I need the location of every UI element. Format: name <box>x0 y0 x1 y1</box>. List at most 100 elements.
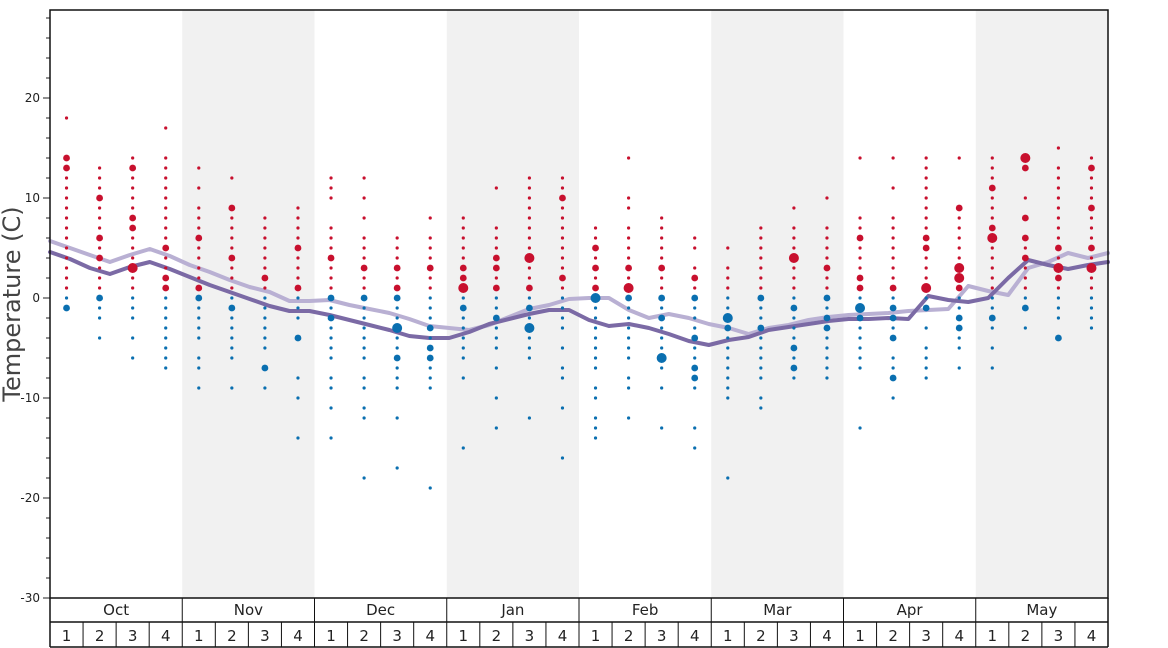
data-point <box>329 226 333 230</box>
data-point <box>858 246 862 250</box>
data-point <box>625 294 632 302</box>
data-point <box>461 376 465 380</box>
data-point <box>296 256 300 260</box>
data-point <box>131 316 135 320</box>
data-point <box>855 303 866 313</box>
data-point <box>792 206 796 210</box>
data-point <box>626 326 631 330</box>
data-point <box>494 226 498 230</box>
data-point <box>693 386 697 390</box>
data-point <box>362 386 366 390</box>
week-label: 2 <box>1021 627 1031 645</box>
data-point <box>792 336 796 340</box>
data-point <box>560 206 565 210</box>
data-point <box>164 206 168 210</box>
week-label: 3 <box>657 627 667 645</box>
data-point <box>362 196 366 200</box>
data-point <box>461 316 465 320</box>
data-point <box>129 214 137 222</box>
data-point <box>626 226 631 230</box>
data-point <box>924 256 928 260</box>
week-label: 4 <box>425 627 435 645</box>
data-point <box>825 256 829 260</box>
data-point <box>891 266 895 270</box>
data-point <box>1088 244 1095 252</box>
data-point <box>197 246 201 250</box>
data-point <box>593 386 598 390</box>
data-point <box>329 436 333 440</box>
data-point <box>660 366 664 370</box>
data-point <box>658 294 666 302</box>
data-point <box>792 326 796 330</box>
y-tick-label: -30 <box>20 591 40 605</box>
data-point <box>195 294 203 302</box>
data-point <box>64 296 69 300</box>
data-point <box>296 226 300 230</box>
data-point <box>889 304 897 312</box>
data-point <box>792 226 796 230</box>
data-point <box>560 266 565 270</box>
data-point <box>494 346 498 350</box>
data-point <box>362 246 366 250</box>
data-point <box>858 356 862 360</box>
data-point <box>329 376 333 380</box>
week-label: 1 <box>326 627 336 645</box>
data-point <box>626 276 631 280</box>
data-point <box>362 256 366 260</box>
data-point <box>924 226 928 230</box>
data-point <box>660 226 664 230</box>
data-point <box>131 156 135 160</box>
week-label: 2 <box>756 627 766 645</box>
data-point <box>658 314 666 322</box>
week-label: 4 <box>822 627 832 645</box>
data-point <box>990 366 994 370</box>
data-point <box>362 476 366 480</box>
data-point <box>230 216 234 220</box>
data-point <box>527 236 532 240</box>
data-point <box>990 216 994 220</box>
data-point <box>395 276 399 280</box>
data-point <box>164 296 168 300</box>
data-point <box>858 296 862 300</box>
data-point <box>693 346 697 350</box>
data-point <box>263 336 267 340</box>
data-point <box>858 326 862 330</box>
data-point <box>329 246 333 250</box>
data-point <box>990 276 994 280</box>
data-point <box>560 456 565 460</box>
data-point <box>461 236 465 240</box>
data-point <box>891 396 895 400</box>
data-point <box>790 344 798 352</box>
data-point <box>494 326 498 330</box>
data-point <box>64 186 69 190</box>
data-point <box>626 256 631 260</box>
month-band-mar <box>711 10 844 598</box>
week-label: 1 <box>459 627 469 645</box>
data-point <box>891 226 895 230</box>
data-point <box>891 186 895 190</box>
data-point <box>329 236 333 240</box>
data-point <box>230 236 234 240</box>
data-point <box>924 196 928 200</box>
data-point <box>395 366 399 370</box>
data-point <box>327 314 335 322</box>
data-point <box>825 286 829 290</box>
data-point <box>990 256 994 260</box>
data-point <box>792 296 796 300</box>
data-point <box>1023 326 1027 330</box>
data-point <box>626 306 631 310</box>
data-point <box>197 186 201 190</box>
data-point <box>164 356 168 360</box>
week-label: 4 <box>1087 627 1097 645</box>
data-point <box>726 266 730 270</box>
data-point <box>691 274 699 282</box>
data-point <box>197 356 201 360</box>
data-point <box>261 364 269 372</box>
data-point <box>792 356 796 360</box>
data-point <box>461 256 465 260</box>
data-point <box>726 396 730 400</box>
data-point <box>492 314 500 322</box>
data-point <box>164 176 168 180</box>
data-point <box>63 164 70 172</box>
data-point <box>428 486 432 490</box>
